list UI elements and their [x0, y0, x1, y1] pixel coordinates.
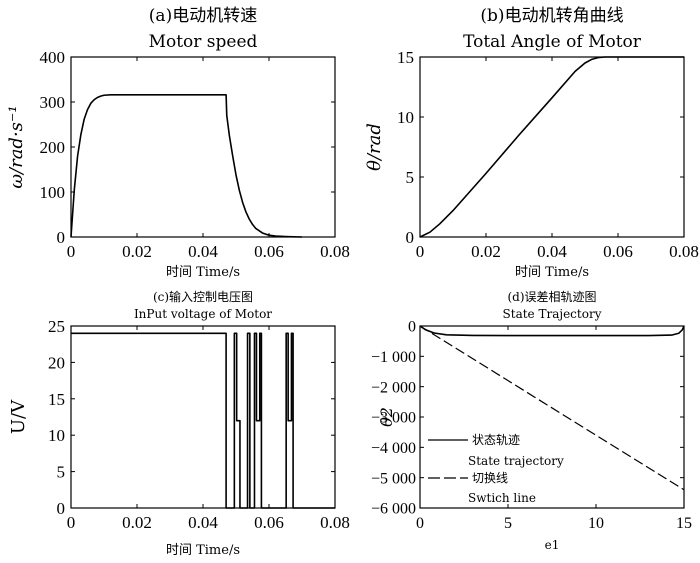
- y-tick-label: −1 000: [371, 349, 416, 366]
- chart-subtitle: InPut voltage of Motor: [134, 307, 272, 321]
- legend-label: 切换线: [472, 471, 508, 485]
- y-tick-label: −2 000: [371, 379, 416, 396]
- legend-label: 状态轨迹: [472, 433, 520, 447]
- y-tick-label: 0: [57, 228, 66, 247]
- chart-state-trajectory: (d)误差相轨迹图 State Trajectory 0 5 10 15 0 −1 000 −2…: [371, 290, 692, 552]
- y-tick-label: 400: [40, 48, 66, 67]
- y-tick-label: 100: [40, 183, 66, 202]
- x-tick-label: 0: [416, 515, 424, 532]
- chart-title: (b)电动机转角曲线: [480, 6, 623, 26]
- x-tick-label: 0.06: [254, 513, 284, 532]
- y-tick-label: −6 000: [371, 501, 416, 518]
- chart-title: (c)输入控制电压图: [153, 289, 253, 304]
- x-tick-label: 0.04: [188, 242, 218, 261]
- series-line-0: [419, 56, 684, 238]
- y-axis-label: U/V: [8, 399, 29, 434]
- x-tick-label: 0.04: [537, 242, 567, 261]
- x-tick-label: 0: [67, 513, 76, 532]
- series-line-1: [419, 325, 685, 491]
- legend-label-en: State trajectory: [468, 454, 564, 468]
- chart-subtitle: Total Angle of Motor: [463, 32, 642, 52]
- legend-label-en: Swtich line: [468, 491, 536, 505]
- x-tick-label: 10: [588, 515, 604, 532]
- plot-frame: [419, 325, 685, 509]
- x-tick-label: 0.08: [669, 242, 699, 261]
- plot-frame: [419, 56, 685, 238]
- legend: 状态轨迹 State trajectory 切换线 Swtich line: [428, 433, 564, 505]
- plot-frame: [70, 325, 336, 509]
- series-line-0: [419, 325, 685, 337]
- plot-frame: [70, 56, 336, 238]
- series-line-0: [70, 94, 303, 238]
- y-tick-label: 200: [40, 138, 66, 157]
- y-tick-label: 5: [57, 463, 66, 482]
- y-tick-label: 0: [57, 499, 66, 518]
- y-tick-label: 5: [406, 168, 415, 187]
- y-tick-label: 20: [48, 353, 65, 372]
- chart-motor-speed: (a)电动机转速 Motor speed 0 0.02 0.04 0.06 0.08 0 100…: [6, 6, 350, 280]
- y-axis-label: θ/rad: [364, 123, 385, 171]
- y-tick-label: 15: [48, 390, 65, 409]
- y-tick-label: −4 000: [371, 440, 416, 457]
- y-tick-label: 25: [48, 317, 65, 336]
- x-axis-label: 时间 Time/s: [166, 265, 240, 280]
- chart-input-voltage: (c)输入控制电压图 InPut voltage of Motor 0 0.02 0.0…: [8, 289, 350, 558]
- x-tick-label: 0.06: [254, 242, 284, 261]
- x-tick-label: 0.02: [122, 513, 152, 532]
- x-axis-label: 时间 Time/s: [515, 265, 589, 280]
- y-tick-label: −5 000: [371, 470, 416, 487]
- y-tick-label: 0: [408, 319, 416, 336]
- y-tick-label: 15: [397, 48, 414, 67]
- chart-subtitle: State Trajectory: [503, 307, 602, 321]
- x-tick-label: 15: [676, 515, 692, 532]
- x-tick-label: 0.02: [471, 242, 501, 261]
- x-tick-label: 0.02: [122, 242, 152, 261]
- y-axis-label: ω/rad·s⁻¹: [6, 105, 27, 188]
- chart-title: (a)电动机转速: [149, 6, 257, 26]
- x-tick-label: 0.08: [320, 513, 350, 532]
- x-axis-label: e1: [545, 538, 560, 552]
- chart-subtitle: Motor speed: [149, 32, 258, 52]
- series-line-0: [71, 332, 335, 509]
- y-tick-label: 300: [40, 93, 66, 112]
- x-tick-label: 0.06: [603, 242, 633, 261]
- x-tick-label: 0.04: [188, 513, 218, 532]
- x-tick-label: 0: [416, 242, 425, 261]
- y-axis-label: θ2: [377, 407, 396, 427]
- x-tick-label: 0: [67, 242, 76, 261]
- chart-motor-angle: (b)电动机转角曲线 Total Angle of Motor 0 0.02 0.04 0…: [364, 6, 699, 280]
- chart-title: (d)误差相轨迹图: [507, 290, 596, 304]
- x-tick-label: 0.08: [320, 242, 350, 261]
- y-tick-label: 0: [406, 228, 415, 247]
- y-tick-label: −3 000: [371, 410, 416, 427]
- x-tick-label: 5: [504, 515, 512, 532]
- x-axis-label: 时间 Time/s: [166, 543, 240, 558]
- y-tick-label: 10: [397, 108, 414, 127]
- y-tick-label: 10: [48, 426, 65, 445]
